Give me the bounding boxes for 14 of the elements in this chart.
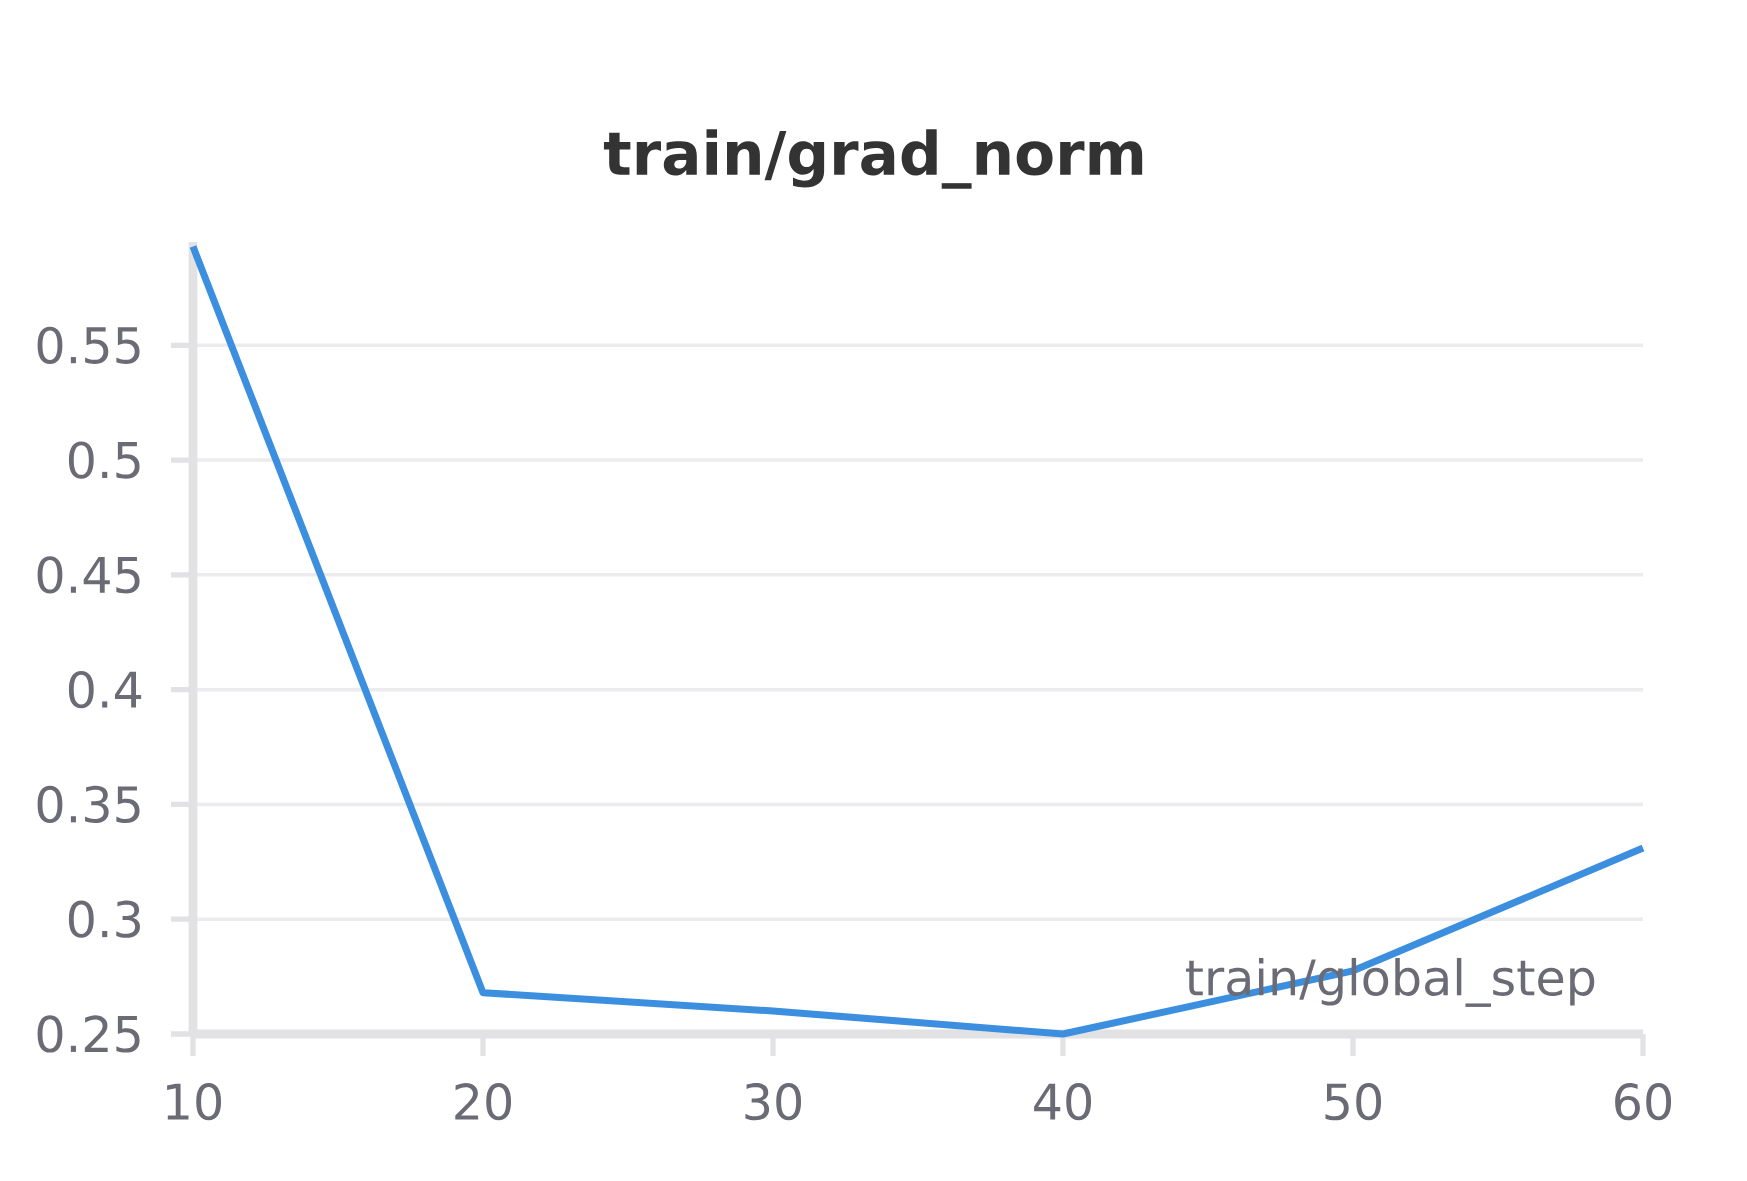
x-tick-label: 10 — [167, 1083, 222, 1121]
x-tick-label: 30 — [745, 1083, 802, 1121]
y-tick-label: 0.35 — [37, 785, 140, 824]
x-tick-label: 40 — [1034, 1083, 1092, 1121]
x-tick-label: 50 — [1325, 1083, 1382, 1121]
x-tick-label: 20 — [455, 1083, 512, 1121]
y-tick-label: 0.55 — [37, 326, 140, 364]
y-tick-label: 0.25 — [37, 1015, 140, 1053]
y-tick-label: 0.5 — [68, 441, 140, 479]
chart-title: train/grad_norm — [603, 129, 1143, 189]
y-tick-label: 0.3 — [68, 900, 140, 938]
y-tick-label: 0.4 — [68, 671, 142, 709]
x-tick-label: 60 — [1615, 1083, 1672, 1121]
y-tick-label: 0.45 — [37, 556, 140, 594]
